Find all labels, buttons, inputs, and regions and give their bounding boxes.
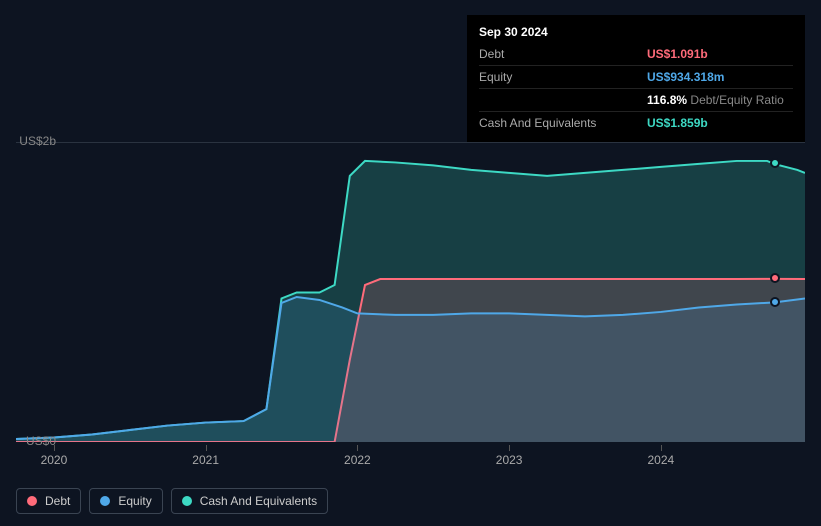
y-axis-label: US$2b bbox=[19, 134, 56, 148]
tooltip-row-label: Debt bbox=[479, 43, 647, 66]
legend-item-cash-and-equivalents[interactable]: Cash And Equivalents bbox=[171, 488, 328, 514]
tooltip-row-label bbox=[479, 89, 647, 112]
tooltip-row-label: Cash And Equivalents bbox=[479, 112, 647, 135]
legend-item-equity[interactable]: Equity bbox=[89, 488, 162, 514]
x-axis-label: 2022 bbox=[344, 453, 371, 467]
legend-swatch bbox=[100, 496, 110, 506]
series-area bbox=[16, 297, 805, 442]
series-marker bbox=[770, 158, 780, 168]
x-axis-label: 2021 bbox=[192, 453, 219, 467]
chart-tooltip: Sep 30 2024 DebtUS$1.091bEquityUS$934.31… bbox=[467, 15, 805, 142]
legend-label: Equity bbox=[118, 494, 151, 508]
x-axis-label: 2023 bbox=[496, 453, 523, 467]
legend-swatch bbox=[27, 496, 37, 506]
series-marker bbox=[770, 273, 780, 283]
legend-swatch bbox=[182, 496, 192, 506]
tooltip-row-value: US$1.091b bbox=[647, 43, 793, 66]
debt-equity-chart: 2020 2021 2022 2023 2024 US$2b US$0 bbox=[16, 120, 805, 480]
x-axis-label: 2020 bbox=[41, 453, 68, 467]
chart-plot-area[interactable] bbox=[16, 142, 805, 442]
y-axis-label: US$0 bbox=[26, 434, 56, 448]
legend-label: Debt bbox=[45, 494, 70, 508]
legend-item-debt[interactable]: Debt bbox=[16, 488, 81, 514]
chart-svg bbox=[16, 143, 805, 442]
chart-legend: Debt Equity Cash And Equivalents bbox=[16, 488, 328, 514]
tooltip-row-value: US$934.318m bbox=[647, 66, 793, 89]
tooltip-row-value: 116.8% Debt/Equity Ratio bbox=[647, 89, 793, 112]
chart-x-axis: 2020 2021 2022 2023 2024 bbox=[16, 445, 805, 470]
x-axis-label: 2024 bbox=[647, 453, 674, 467]
tooltip-table: DebtUS$1.091bEquityUS$934.318m116.8% Deb… bbox=[479, 43, 793, 134]
tooltip-row-label: Equity bbox=[479, 66, 647, 89]
series-marker bbox=[770, 297, 780, 307]
tooltip-row-value: US$1.859b bbox=[647, 112, 793, 135]
tooltip-date: Sep 30 2024 bbox=[479, 23, 793, 41]
legend-label: Cash And Equivalents bbox=[200, 494, 317, 508]
